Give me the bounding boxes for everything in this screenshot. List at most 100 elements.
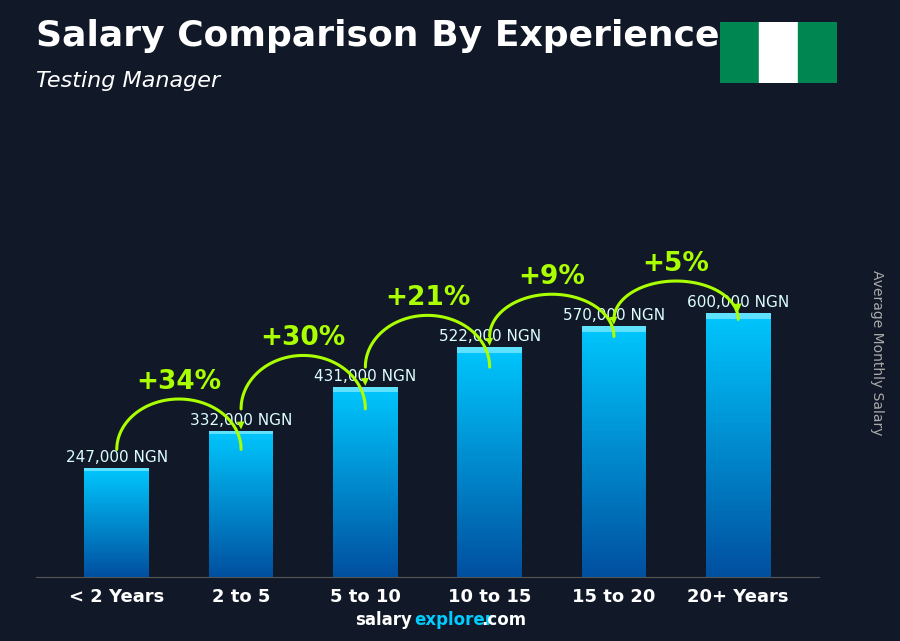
Bar xyxy=(581,431,646,435)
Bar xyxy=(209,455,274,458)
Bar xyxy=(581,531,646,535)
Bar xyxy=(209,547,274,550)
Bar xyxy=(706,497,770,502)
Bar xyxy=(85,497,149,499)
Bar xyxy=(209,474,274,477)
Bar xyxy=(581,380,646,385)
Bar xyxy=(209,501,274,504)
Bar xyxy=(706,542,770,546)
Bar xyxy=(85,568,149,570)
Bar xyxy=(706,357,770,361)
Bar xyxy=(85,474,149,476)
Bar xyxy=(581,527,646,531)
Bar xyxy=(706,467,770,471)
Bar xyxy=(85,495,149,497)
Bar xyxy=(457,401,522,404)
Bar xyxy=(706,551,770,555)
Bar xyxy=(333,451,398,454)
Bar xyxy=(333,400,398,403)
Bar xyxy=(706,436,770,440)
Bar xyxy=(457,358,522,362)
Bar xyxy=(333,438,398,441)
Bar xyxy=(85,546,149,548)
Bar xyxy=(333,570,398,574)
Bar xyxy=(581,522,646,527)
Bar xyxy=(85,535,149,537)
Bar xyxy=(581,393,646,397)
Bar xyxy=(706,555,770,560)
Bar xyxy=(581,363,646,368)
Bar xyxy=(85,517,149,519)
Bar xyxy=(209,499,274,501)
Text: explorer: explorer xyxy=(414,612,493,629)
Bar xyxy=(209,492,274,494)
Bar xyxy=(85,519,149,520)
Bar xyxy=(581,485,646,489)
Bar xyxy=(581,497,646,502)
Bar xyxy=(457,347,522,353)
Bar xyxy=(706,339,770,344)
Bar xyxy=(209,433,274,436)
Bar xyxy=(706,427,770,431)
Bar xyxy=(85,570,149,572)
Bar xyxy=(85,562,149,564)
Bar xyxy=(85,476,149,477)
Bar xyxy=(333,460,398,463)
Bar xyxy=(85,540,149,542)
Bar xyxy=(457,370,522,374)
Bar xyxy=(333,397,398,400)
Bar xyxy=(457,500,522,504)
Bar xyxy=(209,553,274,555)
Bar xyxy=(581,330,646,335)
Bar xyxy=(706,379,770,383)
Bar xyxy=(333,504,398,507)
Bar xyxy=(706,462,770,467)
Bar xyxy=(333,554,398,558)
Bar xyxy=(85,485,149,487)
Bar xyxy=(209,497,274,499)
Bar xyxy=(209,445,274,448)
Bar xyxy=(85,477,149,479)
Bar xyxy=(333,463,398,466)
Bar xyxy=(706,401,770,405)
Text: 431,000 NGN: 431,000 NGN xyxy=(314,369,417,384)
Bar xyxy=(209,453,274,455)
Bar xyxy=(457,443,522,447)
Bar xyxy=(457,416,522,420)
Bar xyxy=(706,330,770,335)
Bar xyxy=(333,558,398,561)
Bar xyxy=(209,458,274,460)
Bar xyxy=(581,447,646,451)
Bar xyxy=(209,460,274,462)
Bar xyxy=(706,410,770,414)
Bar xyxy=(706,361,770,365)
Bar xyxy=(457,497,522,500)
Text: Average Monthly Salary: Average Monthly Salary xyxy=(870,270,885,435)
Bar xyxy=(333,517,398,520)
Bar xyxy=(706,335,770,339)
Bar xyxy=(581,343,646,347)
Bar xyxy=(333,419,398,422)
Bar xyxy=(581,326,646,332)
Text: +9%: +9% xyxy=(518,264,585,290)
Bar xyxy=(581,547,646,552)
Bar xyxy=(706,383,770,388)
Bar xyxy=(581,426,646,431)
Bar xyxy=(85,548,149,550)
Bar xyxy=(85,542,149,544)
Bar xyxy=(333,526,398,529)
Bar xyxy=(457,347,522,351)
Bar xyxy=(85,539,149,540)
Bar xyxy=(581,338,646,343)
Bar xyxy=(333,428,398,431)
Bar xyxy=(209,513,274,516)
Bar xyxy=(333,472,398,476)
Bar xyxy=(85,522,149,524)
Bar xyxy=(581,468,646,472)
Bar xyxy=(706,365,770,370)
Bar xyxy=(706,396,770,401)
Bar xyxy=(457,504,522,508)
Bar xyxy=(706,533,770,537)
Bar xyxy=(333,542,398,545)
Bar xyxy=(457,554,522,558)
